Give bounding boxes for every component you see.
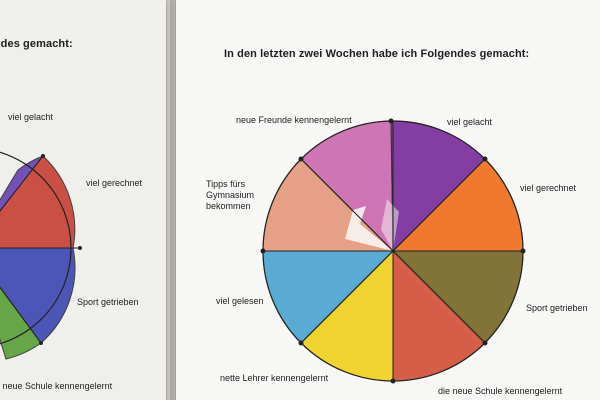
right-label-laughed: viel gelacht — [447, 117, 493, 127]
right-worksheet: In den letzten zwei Wochen habe ich Folg… — [176, 0, 600, 400]
left-pie-chart — [0, 151, 82, 360]
left-label-laughed: viel gelacht — [8, 112, 54, 122]
left-slice-blue — [0, 247, 76, 344]
right-label-friends: neue Freunde kennengelernt — [236, 115, 352, 125]
right-label-school: die neue Schule kennengelernt — [438, 386, 563, 396]
left-slice-red — [0, 155, 76, 249]
right-label-tips: Tipps fürs Gymnasium bekommen — [206, 179, 255, 211]
right-label-read: viel gelesen — [216, 296, 264, 306]
right-label-teachers: nette Lehrer kennengelernt — [220, 373, 329, 383]
right-pie-chart — [260, 118, 526, 384]
left-sheet-title: Folgendes gemacht: — [0, 38, 73, 50]
left-worksheet: Folgendes gemacht: viel ge — [0, 0, 166, 400]
left-label-sport: Sport getrieben — [77, 297, 139, 307]
left-label-calculated: viel gerechnet — [86, 178, 143, 188]
left-label-school: e neue Schule kennengelernt — [0, 381, 113, 391]
right-sheet-title: In den letzten zwei Wochen habe ich Folg… — [224, 48, 530, 60]
right-label-calculated: viel gerechnet — [520, 183, 577, 193]
right-label-sport: Sport getrieben — [526, 303, 588, 313]
